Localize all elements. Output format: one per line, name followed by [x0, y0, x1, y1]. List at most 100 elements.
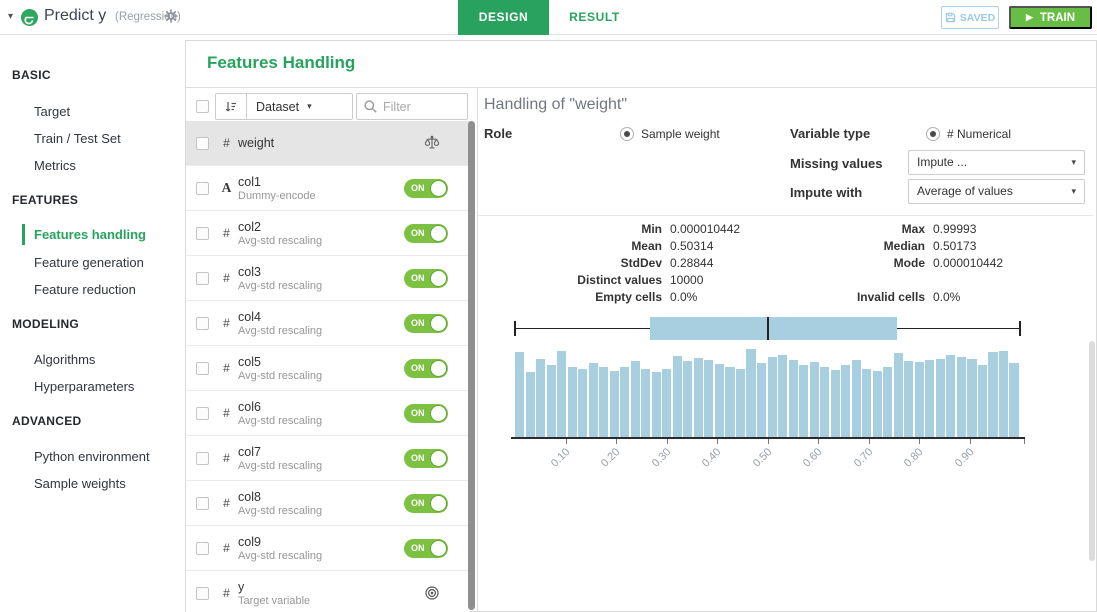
- feature-row-col6[interactable]: #col6Avg-std rescalingON: [186, 391, 470, 436]
- missing-values-label: Missing values: [790, 156, 882, 171]
- sidebar-item-hyperparameters[interactable]: Hyperparameters: [34, 379, 134, 394]
- stat-mean-label: Mean: [478, 239, 662, 253]
- feature-row-col2[interactable]: #col2Avg-std rescalingON: [186, 211, 470, 256]
- sidebar-item-python-environment[interactable]: Python environment: [34, 449, 150, 464]
- toggle-label: ON: [411, 318, 425, 328]
- feature-on-toggle[interactable]: ON: [404, 269, 448, 288]
- feature-on-toggle[interactable]: ON: [404, 179, 448, 198]
- sidebar-section-modeling: MODELING: [12, 317, 79, 331]
- stat-min-value: 0.000010442: [670, 222, 740, 236]
- top-bar: ▾ Predict y (Regression) DESIGN RESULT S…: [0, 0, 1097, 35]
- sort-by-dropdown[interactable]: Dataset ▾: [247, 100, 352, 114]
- search-icon: [357, 99, 383, 114]
- feature-on-toggle[interactable]: ON: [404, 359, 448, 378]
- histogram-bar: [946, 355, 955, 437]
- sidebar-item-features-handling[interactable]: Features handling: [34, 227, 146, 242]
- feature-on-toggle[interactable]: ON: [404, 449, 448, 468]
- sidebar-item-target[interactable]: Target: [34, 104, 70, 119]
- role-sample-weight-radio[interactable]: [620, 127, 634, 141]
- feature-on-toggle[interactable]: ON: [404, 404, 448, 423]
- sidebar-item-feature-generation[interactable]: Feature generation: [34, 255, 144, 270]
- missing-values-select[interactable]: Impute ... ▾: [908, 150, 1085, 175]
- histogram-bar: [852, 360, 861, 437]
- variable-type-numerical-radio[interactable]: [926, 127, 940, 141]
- x-axis-end-tick: [1024, 439, 1025, 444]
- sort-button[interactable]: [216, 94, 247, 119]
- histogram-bar: [578, 369, 587, 437]
- stat-invalid-label: Invalid cells: [758, 290, 925, 304]
- tab-result[interactable]: RESULT: [549, 0, 640, 35]
- x-axis-label: 0.90: [936, 446, 976, 486]
- settings-gear-icon[interactable]: [164, 9, 178, 28]
- histogram-bar: [894, 353, 903, 437]
- x-axis-tick: [616, 439, 617, 444]
- row-checkbox[interactable]: [196, 317, 209, 330]
- x-axis-label: 0.50: [734, 446, 774, 486]
- feature-list-scrollbar[interactable]: [468, 121, 475, 610]
- row-checkbox[interactable]: [196, 227, 209, 240]
- model-menu-caret-icon[interactable]: ▾: [8, 11, 13, 22]
- feature-row-col1[interactable]: Acol1Dummy-encodeON: [186, 166, 470, 211]
- feature-row-col3[interactable]: #col3Avg-std rescalingON: [186, 256, 470, 301]
- toggle-knob: [430, 180, 447, 197]
- sidebar-section-basic: BASIC: [12, 68, 51, 82]
- sidebar-item-train-test-set[interactable]: Train / Test Set: [34, 131, 121, 146]
- sidebar: BASIC Target Train / Test Set Metrics FE…: [0, 35, 185, 612]
- row-checkbox[interactable]: [196, 137, 209, 150]
- row-checkbox[interactable]: [196, 587, 209, 600]
- feature-on-toggle[interactable]: ON: [404, 314, 448, 333]
- toggle-knob: [430, 360, 447, 377]
- sidebar-item-sample-weights[interactable]: Sample weights: [34, 476, 126, 491]
- histogram-bar: [673, 356, 682, 437]
- toggle-knob: [430, 225, 447, 242]
- saved-button[interactable]: SAVED: [941, 6, 999, 29]
- toggle-knob: [430, 270, 447, 287]
- feature-row-col9[interactable]: #col9Avg-std rescalingON: [186, 526, 470, 571]
- train-button[interactable]: ▶ TRAIN: [1009, 6, 1092, 29]
- row-checkbox[interactable]: [196, 542, 209, 555]
- x-axis: [511, 437, 1025, 439]
- row-checkbox[interactable]: [196, 362, 209, 375]
- tab-design[interactable]: DESIGN: [458, 0, 549, 35]
- x-axis-label: 0.30: [633, 446, 673, 486]
- numeric-type-icon: #: [218, 406, 235, 420]
- feature-list-toolbar: Dataset ▾: [186, 93, 477, 121]
- impute-with-select[interactable]: Average of values ▾: [908, 179, 1085, 204]
- histogram-bar: [746, 349, 755, 437]
- feature-detail-panel: Handling of "weight" Role Sample weight …: [478, 88, 1097, 612]
- row-checkbox[interactable]: [196, 182, 209, 195]
- feature-on-toggle[interactable]: ON: [404, 539, 448, 558]
- sidebar-item-metrics[interactable]: Metrics: [34, 158, 76, 173]
- target-variable-icon: [424, 585, 440, 606]
- select-all-checkbox[interactable]: [196, 100, 209, 113]
- divider: [478, 215, 1093, 216]
- boxplot-median: [767, 317, 769, 340]
- row-checkbox[interactable]: [196, 407, 209, 420]
- toggle-label: ON: [411, 453, 425, 463]
- feature-row-col8[interactable]: #col8Avg-std rescalingON: [186, 481, 470, 526]
- toggle-label: ON: [411, 498, 425, 508]
- stat-distinct-label: Distinct values: [478, 273, 662, 287]
- feature-row-col5[interactable]: #col5Avg-std rescalingON: [186, 346, 470, 391]
- sidebar-item-algorithms[interactable]: Algorithms: [34, 352, 95, 367]
- row-checkbox[interactable]: [196, 497, 209, 510]
- stat-max-value: 0.99993: [933, 222, 976, 236]
- feature-on-toggle[interactable]: ON: [404, 224, 448, 243]
- feature-row-y[interactable]: #yTarget variable: [186, 571, 470, 612]
- row-checkbox[interactable]: [196, 272, 209, 285]
- numeric-type-icon: #: [218, 316, 235, 330]
- panel-scrollbar[interactable]: [1089, 341, 1095, 561]
- row-checkbox[interactable]: [196, 452, 209, 465]
- histogram-bar: [536, 359, 545, 437]
- histogram-bar: [715, 364, 724, 437]
- histogram-bar: [768, 357, 777, 437]
- numeric-type-icon: #: [218, 136, 235, 150]
- filter-input[interactable]: [383, 100, 459, 114]
- histogram-bar: [662, 369, 671, 437]
- x-axis-tick: [717, 439, 718, 444]
- feature-row-col7[interactable]: #col7Avg-std rescalingON: [186, 436, 470, 481]
- feature-on-toggle[interactable]: ON: [404, 494, 448, 513]
- sidebar-item-feature-reduction[interactable]: Feature reduction: [34, 282, 136, 297]
- feature-row-weight[interactable]: #weight: [186, 121, 470, 166]
- feature-row-col4[interactable]: #col4Avg-std rescalingON: [186, 301, 470, 346]
